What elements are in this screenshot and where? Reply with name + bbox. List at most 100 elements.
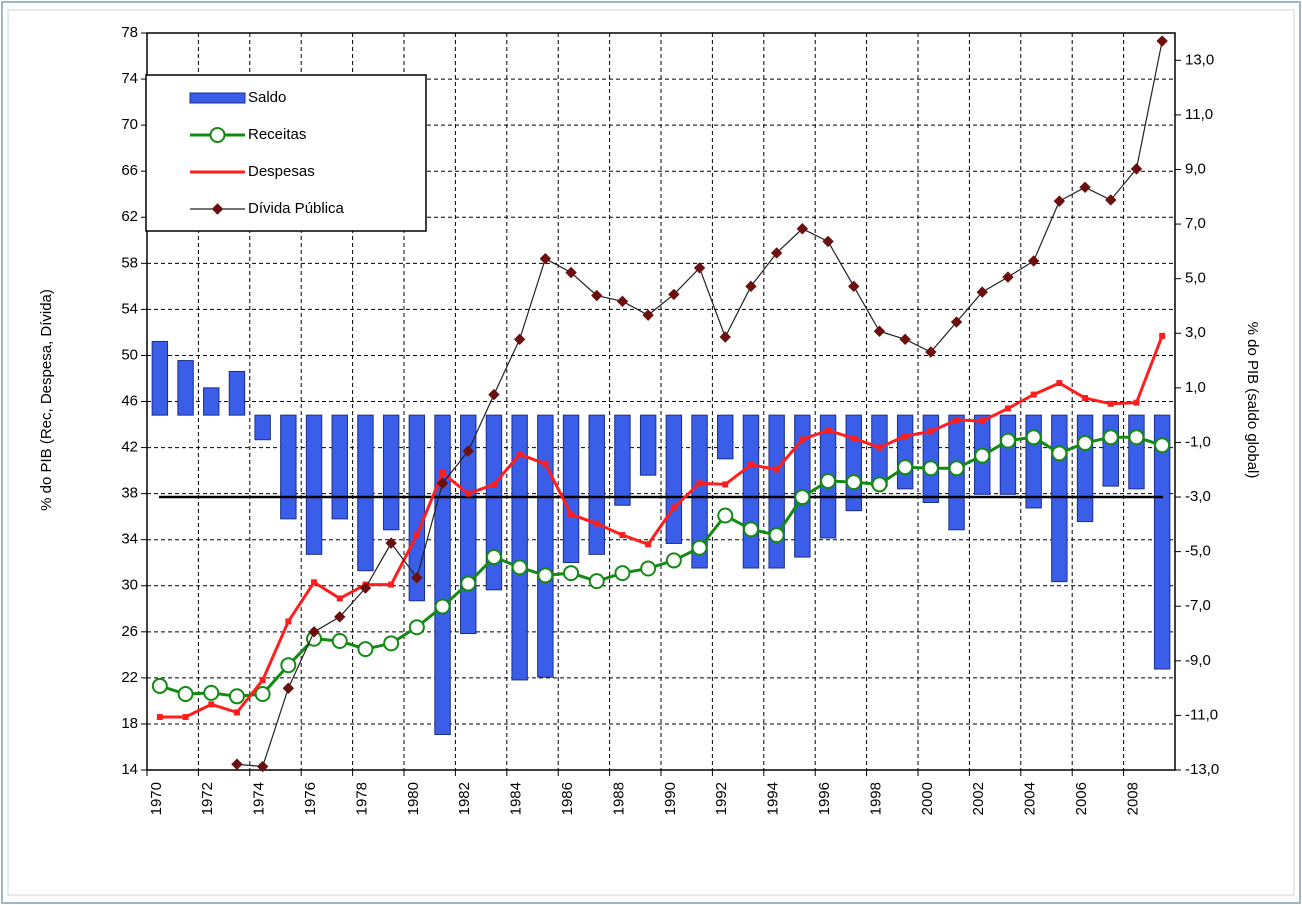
point xyxy=(747,461,754,468)
bar xyxy=(794,414,811,558)
point xyxy=(1053,195,1066,207)
bar xyxy=(177,360,194,416)
point xyxy=(670,504,677,511)
point xyxy=(1154,437,1171,454)
y-tick-label: 78 xyxy=(121,24,138,41)
bar xyxy=(1076,414,1094,523)
point xyxy=(156,714,163,721)
bar xyxy=(1051,414,1068,583)
bar xyxy=(434,414,451,736)
legend: Saldo Receitas Despesas Dívida Pública xyxy=(145,74,427,232)
x-tick-label: 1984 xyxy=(508,782,525,815)
bar xyxy=(896,414,914,490)
bar xyxy=(305,414,323,555)
point xyxy=(588,573,605,590)
legend-label: Saldo xyxy=(248,89,286,106)
y-tick-label: 34 xyxy=(121,531,138,548)
point xyxy=(871,476,888,493)
bar xyxy=(768,414,785,569)
point xyxy=(1130,163,1143,175)
point xyxy=(979,418,986,425)
bar xyxy=(922,414,940,503)
point xyxy=(359,582,372,594)
point xyxy=(203,684,220,701)
x-tick-label: 1972 xyxy=(199,782,216,815)
point xyxy=(1128,429,1145,446)
y-tick-label: 14 xyxy=(121,761,138,778)
x-tick-label: 1992 xyxy=(713,782,730,815)
point xyxy=(745,280,757,293)
point xyxy=(1133,399,1140,406)
bar xyxy=(562,414,580,564)
point xyxy=(665,552,682,569)
point xyxy=(413,532,420,539)
y-tick-label: 54 xyxy=(121,300,138,317)
point xyxy=(259,677,266,684)
point xyxy=(182,714,189,721)
series-line xyxy=(159,335,1164,719)
point xyxy=(385,537,397,549)
x-tick-label: 1976 xyxy=(302,782,319,815)
point xyxy=(850,435,857,442)
point xyxy=(1025,429,1042,446)
point xyxy=(563,565,580,582)
bar xyxy=(871,414,888,487)
y-tick-label: 22 xyxy=(121,669,138,686)
point xyxy=(1102,429,1119,446)
point xyxy=(1079,181,1091,194)
point xyxy=(845,474,862,491)
y2-tick-label: 9,0 xyxy=(1185,160,1206,177)
point xyxy=(436,477,449,489)
point xyxy=(1107,400,1114,407)
bar xyxy=(537,414,554,678)
bar xyxy=(1025,414,1042,509)
y2-tick-label: 13,0 xyxy=(1185,51,1214,68)
point xyxy=(848,280,860,293)
point xyxy=(999,432,1016,449)
point xyxy=(331,633,348,650)
point xyxy=(568,511,575,518)
bar xyxy=(228,370,246,416)
bar xyxy=(203,387,220,416)
bar xyxy=(408,414,426,602)
point xyxy=(820,472,837,489)
point xyxy=(488,388,500,401)
point xyxy=(151,677,168,694)
point xyxy=(308,626,320,638)
point xyxy=(768,527,785,544)
bar xyxy=(999,414,1017,495)
y-tick-label: 62 xyxy=(121,208,138,225)
bar xyxy=(331,414,348,520)
point xyxy=(1004,405,1011,412)
y-axis-title: % do PIB (Rec, Despesa, Dívida) xyxy=(38,289,55,511)
point xyxy=(1077,434,1094,451)
point xyxy=(927,428,934,435)
point xyxy=(1002,271,1014,283)
y2-axis-title: % do PIB (saldo global) xyxy=(1244,322,1261,479)
point xyxy=(953,416,960,423)
bar xyxy=(485,414,503,591)
bar xyxy=(1128,414,1145,490)
x-tick-label: 1998 xyxy=(867,782,884,815)
point xyxy=(334,611,346,623)
point xyxy=(976,286,988,298)
point xyxy=(1051,445,1068,462)
point xyxy=(542,460,549,467)
y-tick-label: 50 xyxy=(121,346,138,363)
point xyxy=(537,567,554,584)
point xyxy=(1082,395,1089,402)
bar xyxy=(382,414,400,531)
point xyxy=(336,595,343,602)
point xyxy=(411,571,423,584)
bar xyxy=(614,414,631,506)
point xyxy=(465,490,472,497)
y-tick-label: 74 xyxy=(121,70,138,87)
point xyxy=(640,560,657,577)
point xyxy=(490,481,497,488)
plot-border xyxy=(146,32,1176,771)
legend-label: Dívida Pública xyxy=(248,200,345,217)
point xyxy=(383,635,400,652)
point xyxy=(1027,255,1040,267)
y2-tick-label: -9,0 xyxy=(1185,652,1211,669)
